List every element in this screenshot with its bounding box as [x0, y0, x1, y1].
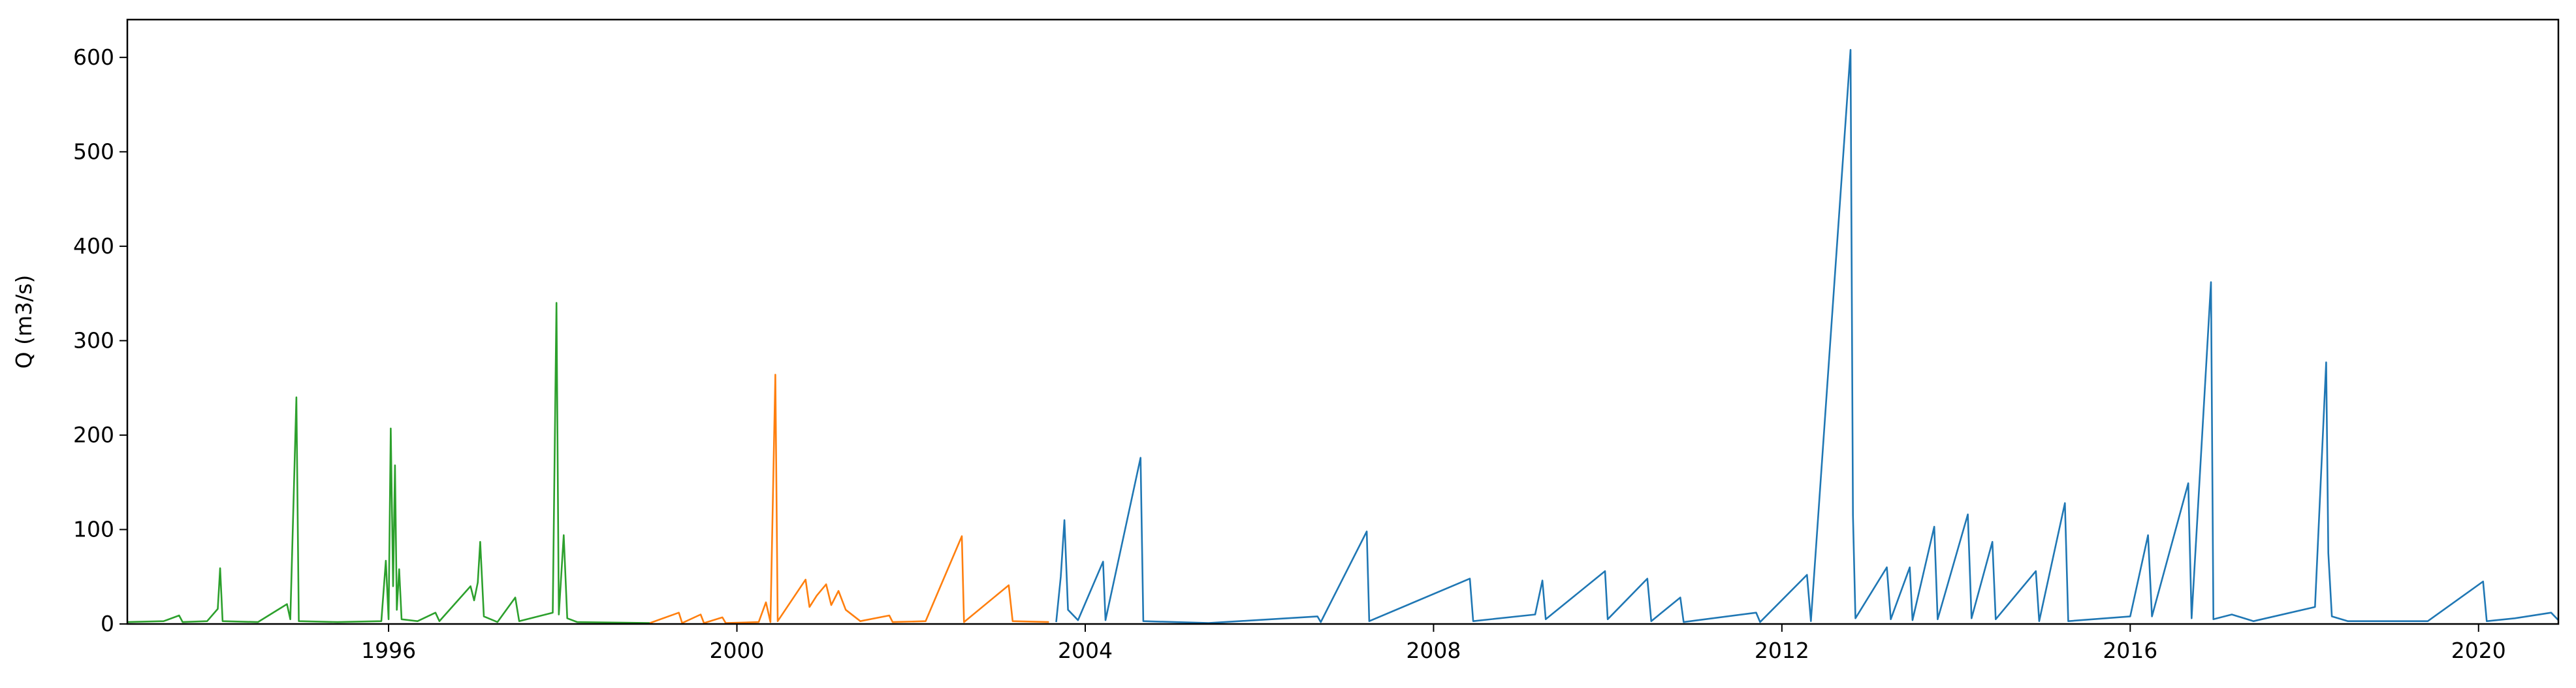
- series-line-2: [649, 374, 1049, 624]
- x-tick-label: 1996: [361, 638, 416, 663]
- y-tick-label: 400: [73, 233, 114, 259]
- y-axis-label: Q (m3/s): [11, 275, 37, 369]
- y-tick-label: 200: [73, 422, 114, 448]
- plot-frame: [126, 18, 2560, 625]
- series-line-3: [1055, 49, 2559, 624]
- x-tick-label: 2000: [710, 638, 765, 663]
- x-tick-label: 2016: [2103, 638, 2157, 663]
- plot-series: [127, 49, 2559, 624]
- x-tick-label: 2020: [2451, 638, 2506, 663]
- y-tick-label: 300: [73, 327, 114, 353]
- y-tick-label: 100: [73, 516, 114, 542]
- x-tick-label: 2008: [1406, 638, 1461, 663]
- y-axis-ticks: 0 100 200 300 400 500 600: [73, 44, 127, 636]
- x-tick-label: 2004: [1058, 638, 1113, 663]
- y-tick-label: 600: [73, 44, 114, 70]
- x-axis-ticks: 1996 2000 2004 2008 2012 2016 2020: [361, 624, 2506, 663]
- x-tick-label: 2012: [1755, 638, 1809, 663]
- series-line-1: [127, 302, 650, 624]
- y-tick-label: 500: [73, 139, 114, 164]
- y-tick-label: 0: [101, 611, 114, 636]
